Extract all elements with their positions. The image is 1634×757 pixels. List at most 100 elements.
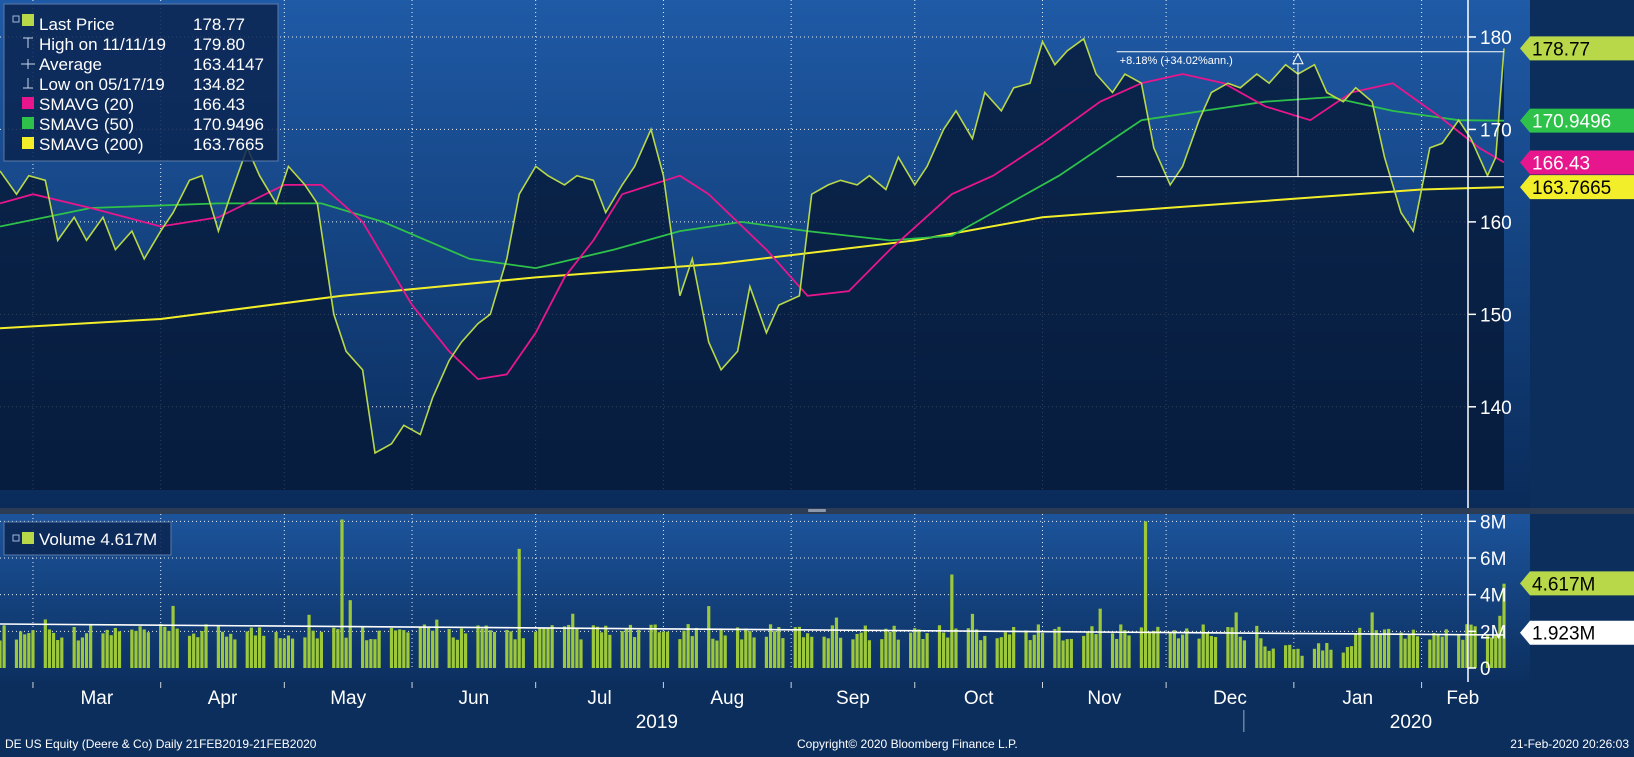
volume-bar <box>937 625 942 668</box>
volume-average-line <box>0 623 1505 636</box>
volume-bar <box>476 625 480 668</box>
footer-security-info: DE US Equity (Deere & Co) Daily 21FEB201… <box>5 737 317 751</box>
volume-tick-label: 4M <box>1480 586 1506 607</box>
volume-bar <box>146 632 150 668</box>
volume-bar <box>80 637 85 668</box>
volume-bar <box>1428 639 1432 668</box>
volume-bar <box>1090 626 1094 668</box>
volume-bar <box>1469 624 1473 668</box>
volume-bar <box>19 631 23 668</box>
volume-bar <box>245 631 249 668</box>
volume-bar <box>1321 650 1325 668</box>
volume-bar <box>1082 635 1086 668</box>
volume-bar <box>262 635 266 668</box>
volume-bar <box>1485 634 1490 668</box>
low-marker-icon <box>23 78 33 89</box>
volume-bar <box>303 637 307 668</box>
year-label-2020: 2020 <box>1390 712 1432 733</box>
volume-bar <box>1259 638 1263 668</box>
volume-bar <box>1444 629 1448 668</box>
volume-bar <box>373 639 377 668</box>
volume-bar <box>600 632 604 668</box>
tag-sma50: 170.9496 <box>1520 108 1634 133</box>
volume-bar <box>1024 630 1028 668</box>
volume-tick-label: 0 <box>1480 659 1491 680</box>
tag-sma200-value: 163.7665 <box>1532 178 1611 199</box>
volume-bar <box>810 636 814 668</box>
volume-bar <box>1288 644 1292 668</box>
volume-bar <box>1012 626 1016 668</box>
legend-low-label: Low on 05/17/19 <box>39 75 165 94</box>
volume-bar <box>925 633 929 668</box>
volume-bar <box>942 632 946 668</box>
volume-bar <box>1292 649 1296 668</box>
volume-bar <box>229 633 233 668</box>
volume-bar <box>1411 629 1415 668</box>
volume-bar <box>1110 633 1115 668</box>
volume-bar <box>1069 638 1073 668</box>
volume-bar <box>863 625 867 668</box>
volume-tick-label: 2M <box>1480 622 1506 643</box>
volume-bar <box>319 631 324 668</box>
volume-bar <box>909 632 913 668</box>
volume-bar <box>344 637 348 668</box>
volume-bar <box>200 630 204 668</box>
legend-row-sma50: SMAVG (50) 170.9496 <box>22 115 264 134</box>
volume-bar <box>109 635 113 668</box>
last-price-line <box>0 37 1505 455</box>
volume-bar <box>142 629 146 668</box>
volume-bar <box>888 631 892 668</box>
volume-bar <box>175 628 179 668</box>
volume-bar <box>113 627 117 668</box>
x-tick-label: Jul <box>587 688 611 709</box>
volume-bar <box>855 633 859 668</box>
volume-bar <box>31 630 35 668</box>
volume-bar <box>744 628 748 668</box>
legend-sma20-value: 166.43 <box>193 95 245 114</box>
legend-sma200-value: 163.7665 <box>193 135 264 154</box>
volume-bar <box>1407 634 1411 668</box>
volume-bar <box>690 636 694 668</box>
volume-bar <box>117 631 122 668</box>
volume-bar <box>488 630 492 668</box>
divider-handle-icon[interactable] <box>808 509 826 512</box>
footer-bar <box>0 734 1634 752</box>
legend-sma20-label: SMAVG (20) <box>39 95 134 114</box>
volume-bar <box>1007 634 1012 668</box>
volume-bar <box>509 631 513 668</box>
volume-bar <box>620 631 624 668</box>
volume-bar <box>954 628 958 668</box>
y-tick-label: 180 <box>1480 28 1512 49</box>
volume-bar <box>1176 638 1181 668</box>
legend-row-sma20: SMAVG (20) 166.43 <box>22 95 245 114</box>
volume-bar <box>950 574 954 668</box>
volume-legend: Volume 4.617M <box>3 521 172 556</box>
volume-bar <box>624 628 628 668</box>
volume-bar <box>1440 636 1444 668</box>
volume-bar <box>274 632 278 668</box>
volume-bars <box>0 519 1506 668</box>
collapse-icon[interactable] <box>12 15 20 23</box>
y-tick-label: 170 <box>1480 120 1512 141</box>
volume-bar <box>171 605 175 668</box>
volume-bar <box>1197 638 1201 668</box>
volume-bar <box>84 633 89 668</box>
legend-box <box>3 3 279 162</box>
price-area-fill <box>0 38 1504 491</box>
volume-bar <box>1098 608 1102 668</box>
volume-bar <box>282 638 286 668</box>
x-tick-label: Oct <box>964 688 994 709</box>
volume-tags: 4.617M 1.923M <box>1520 571 1634 645</box>
x-tick-label: Sep <box>836 688 870 709</box>
volume-bar <box>278 638 282 668</box>
volume-bar <box>418 626 422 668</box>
volume-bar <box>797 626 801 668</box>
tag-sma200: 163.7665 <box>1520 175 1634 200</box>
volume-bar <box>1473 626 1477 668</box>
volume-bar <box>1415 636 1420 668</box>
volume-bar <box>492 631 497 668</box>
volume-bar <box>1490 637 1494 668</box>
volume-bar <box>921 638 925 668</box>
volume-bar <box>1358 627 1362 668</box>
volume-collapse-icon[interactable] <box>12 534 20 542</box>
